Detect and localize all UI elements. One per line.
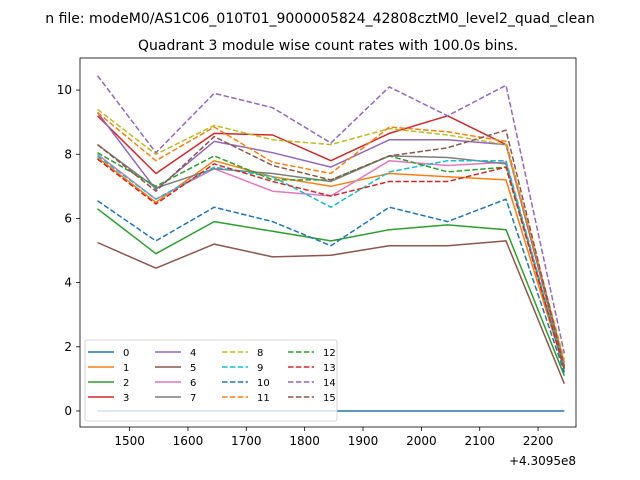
y-tick-label: 6 <box>64 211 72 225</box>
y-tick-label: 2 <box>64 340 72 354</box>
legend-box <box>84 339 338 422</box>
legend-label-4: 4 <box>190 348 196 359</box>
legend-label-11: 11 <box>257 393 270 404</box>
legend-label-6: 6 <box>190 378 196 389</box>
x-tick-label: 1800 <box>289 434 320 448</box>
legend-label-7: 7 <box>190 393 196 404</box>
axes-frame <box>79 57 577 428</box>
legend-label-2: 2 <box>123 378 129 389</box>
series-line-3 <box>96 115 566 367</box>
x-offset-label: +4.3095e8 <box>509 454 576 468</box>
x-tick-label: 2000 <box>406 434 437 448</box>
legend-label-3: 3 <box>123 393 129 404</box>
legend-label-0: 0 <box>123 348 129 359</box>
x-tick-label: 2200 <box>523 434 554 448</box>
plot-area: 1500 1600 1700 1800 1900 2000 2100 22000246810+… <box>57 57 577 468</box>
legend-label-14: 14 <box>323 378 336 389</box>
series-line-13 <box>97 158 566 370</box>
y-tick-label: 10 <box>57 83 72 97</box>
legend-label-1: 1 <box>123 363 129 374</box>
legend-label-9: 9 <box>257 363 263 374</box>
legend-label-5: 5 <box>190 363 196 374</box>
x-tick-label: 1700 <box>231 434 262 448</box>
legend-label-8: 8 <box>257 348 263 359</box>
legend-label-10: 10 <box>257 378 270 389</box>
x-tick-label: 1900 <box>348 434 379 448</box>
series-line-15 <box>97 129 566 368</box>
legend-label-15: 15 <box>323 393 336 404</box>
series-line-11 <box>97 111 566 363</box>
legend-label-13: 13 <box>323 363 336 374</box>
series-line-7 <box>97 143 566 370</box>
figure-suptitle: n file: modeM0/AS1C06_010T01_9000005824_… <box>45 11 594 27</box>
x-tick-label: 1500 <box>114 434 145 448</box>
y-tick-label: 8 <box>64 147 72 161</box>
series-line-4 <box>96 112 566 363</box>
series-line-12 <box>97 152 566 370</box>
series-line-9 <box>97 155 566 368</box>
x-tick-label: 2100 <box>464 434 495 448</box>
series-line-10 <box>97 198 566 373</box>
series-line-8 <box>97 108 566 360</box>
y-tick-label: 0 <box>64 404 72 418</box>
chart-title: Quadrant 3 module wise count rates with … <box>138 38 518 54</box>
legend-label-12: 12 <box>323 348 336 359</box>
y-tick-label: 4 <box>64 276 72 290</box>
series-line-5 <box>97 240 565 384</box>
series-line-14 <box>96 75 566 354</box>
x-tick-label: 1600 <box>173 434 204 448</box>
series-line-2 <box>97 208 565 376</box>
